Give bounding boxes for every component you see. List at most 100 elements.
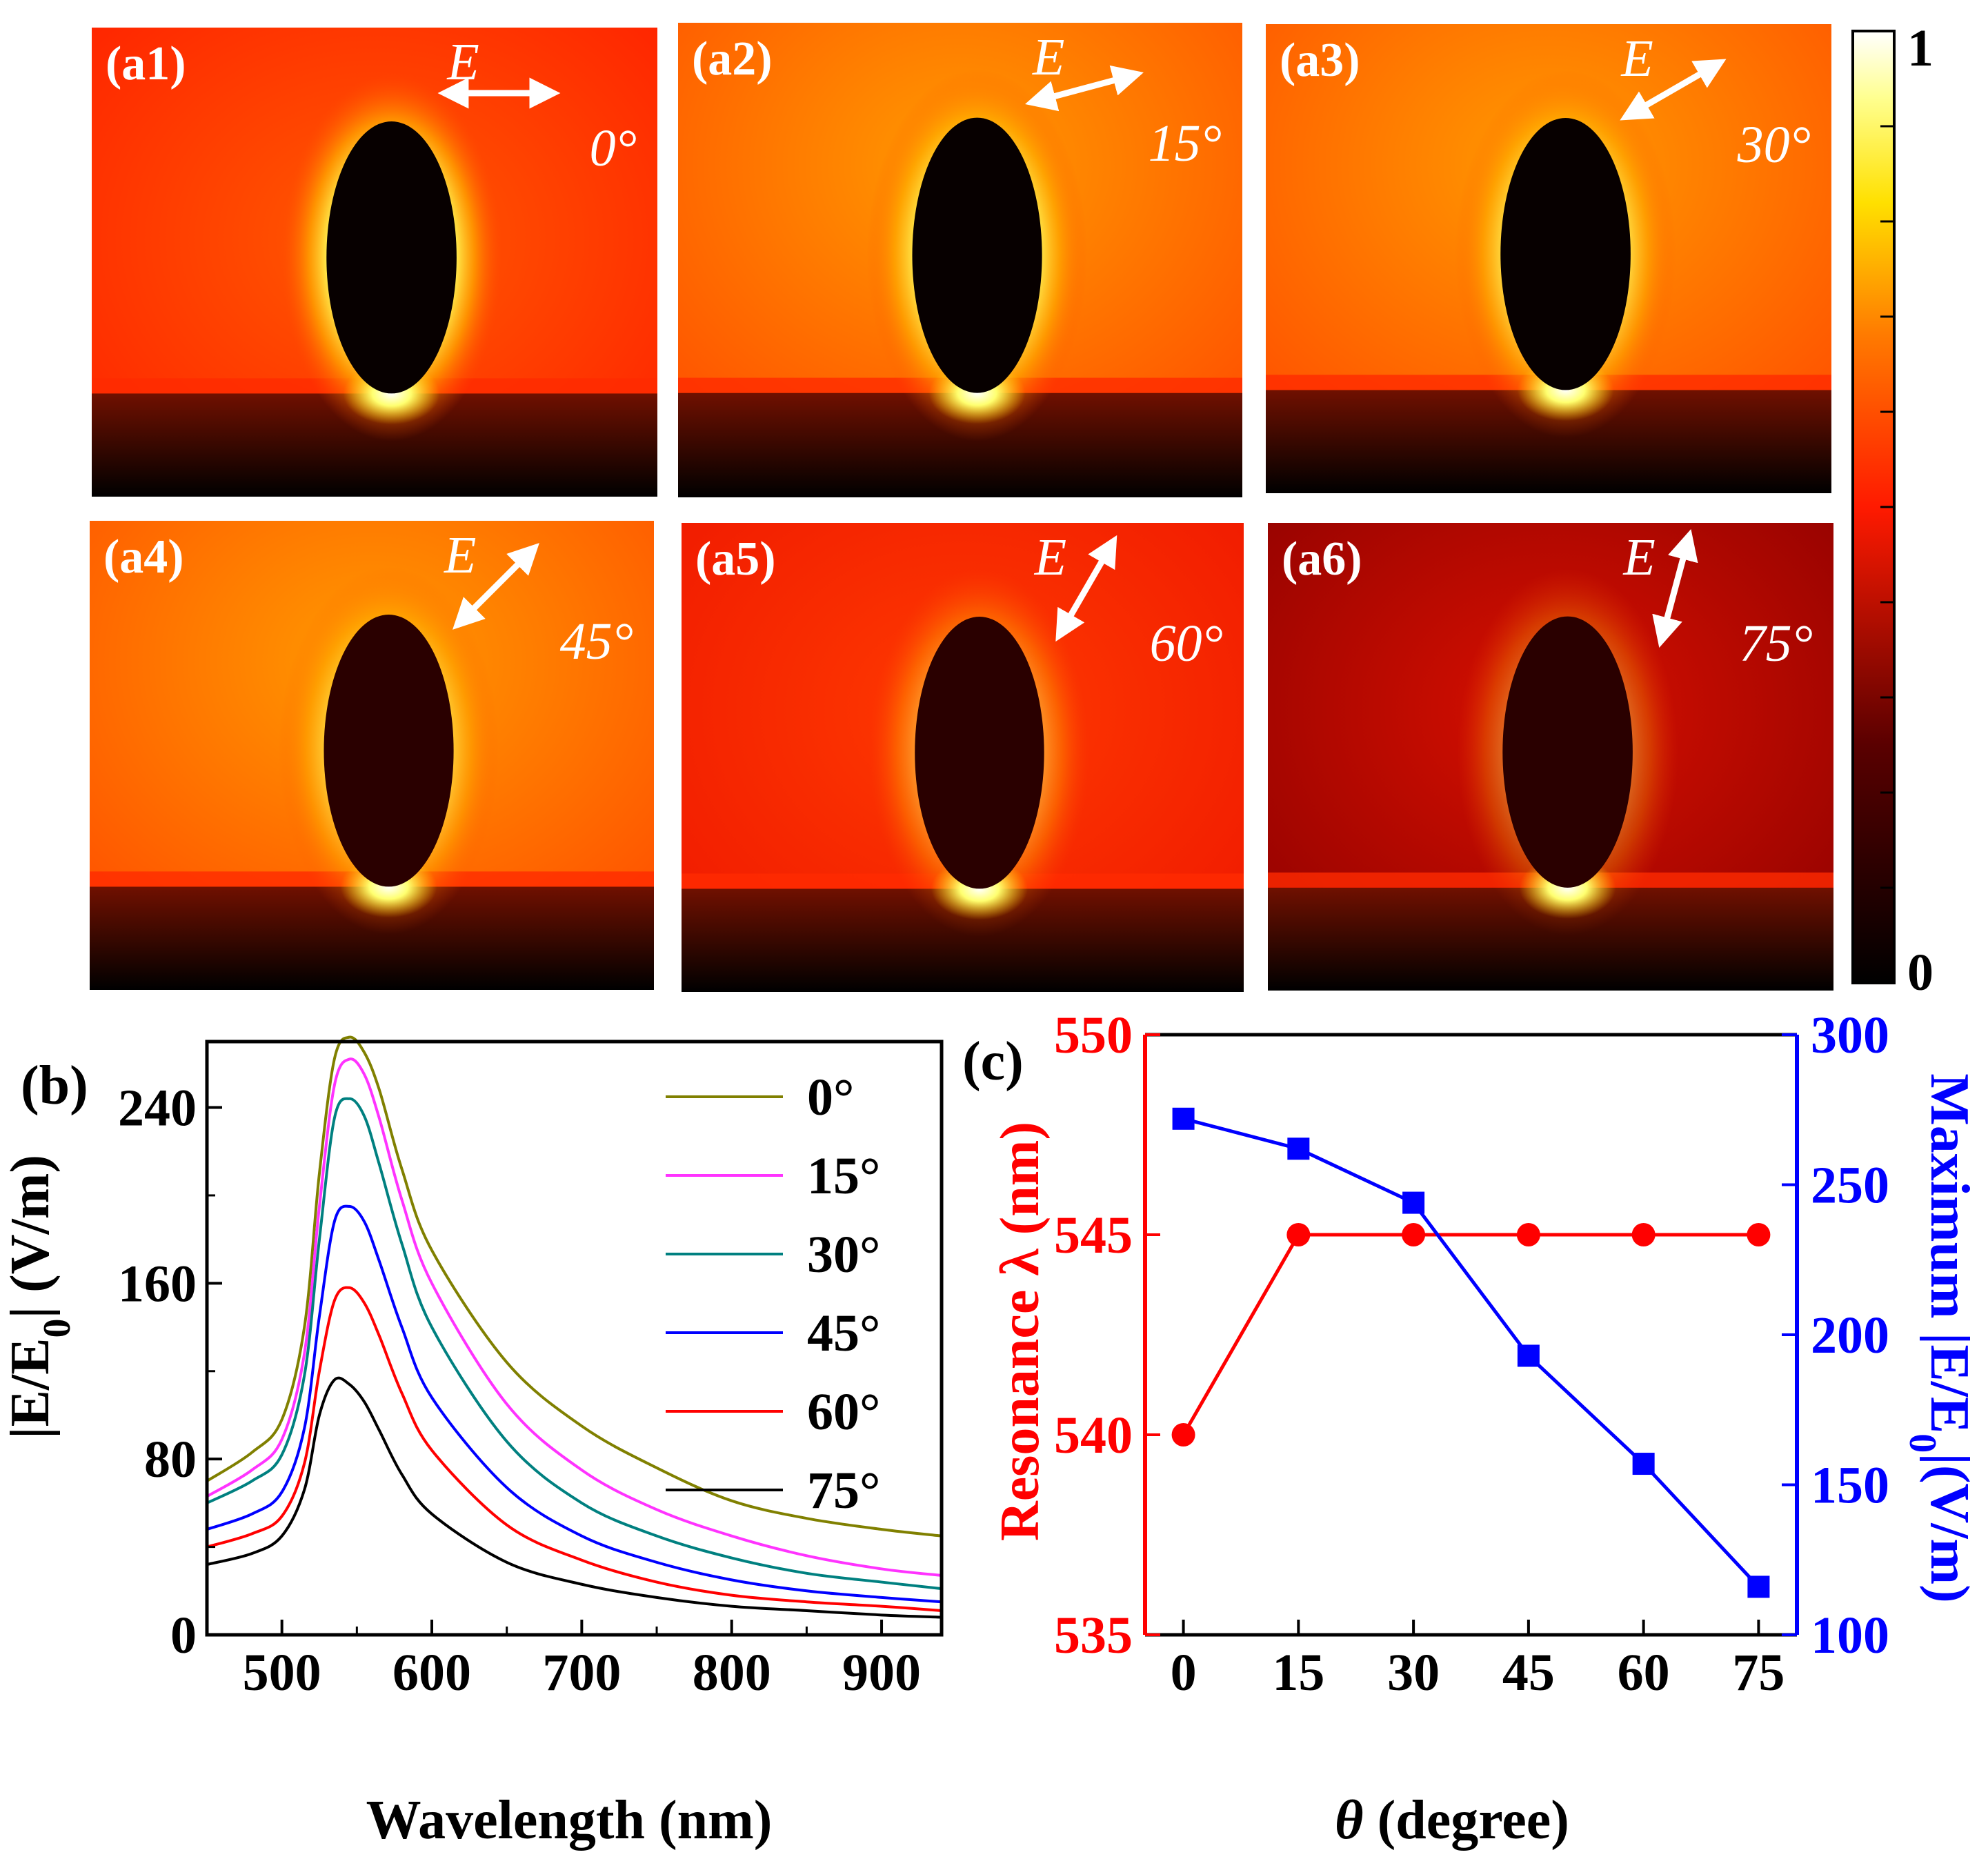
nanoparticle bbox=[915, 616, 1044, 889]
max-field-point bbox=[1517, 1344, 1540, 1367]
resonance-point bbox=[1747, 1223, 1771, 1246]
y-tick-label: 80 bbox=[144, 1431, 197, 1489]
max-field-point bbox=[1172, 1107, 1195, 1130]
chart-c-panel-label: (c) bbox=[962, 1031, 1024, 1092]
x-tick-label: 60 bbox=[1618, 1644, 1670, 1702]
max-field-point bbox=[1747, 1575, 1770, 1598]
right-y-tick-label: 150 bbox=[1811, 1457, 1889, 1515]
nanoparticle bbox=[912, 117, 1042, 393]
field-panel-label: (a3) bbox=[1280, 34, 1360, 87]
series-line bbox=[206, 1286, 942, 1612]
x-tick-label: 75 bbox=[1732, 1644, 1785, 1702]
chart-b-y-axis-label: |E/E0| (V/m) bbox=[0, 1155, 79, 1439]
series-line bbox=[206, 1057, 942, 1577]
chart-b-series bbox=[206, 1035, 942, 1619]
colorbar-max-label: 1 bbox=[1907, 19, 1934, 77]
chart-b-frame bbox=[205, 1040, 944, 1637]
field-e-label: E bbox=[1032, 28, 1064, 86]
nanoparticle bbox=[1502, 616, 1633, 888]
series-line bbox=[206, 1204, 942, 1604]
left-y-tick-label: 535 bbox=[1054, 1607, 1133, 1664]
right-y-tick-label: 100 bbox=[1811, 1607, 1889, 1664]
field-angle-label: 75° bbox=[1740, 615, 1813, 673]
chart-b-panel-label: (b) bbox=[21, 1055, 88, 1116]
field-map-panels: (a1) E0°(a2) E15°(a3) E30°(a4) E45°(a5) E60°(… bbox=[90, 23, 1833, 992]
field-angle-label: 60° bbox=[1150, 615, 1223, 673]
field-panel-label: (a6) bbox=[1282, 533, 1362, 586]
resonance-point bbox=[1631, 1223, 1656, 1246]
y-tick-label: 0 bbox=[170, 1607, 197, 1664]
field-panel-label: (a5) bbox=[695, 533, 776, 586]
chart-b-x-axis-label: Wavelength (nm) bbox=[366, 1790, 773, 1851]
chart-c-left-axis-label: Resonance λ (nm) bbox=[990, 1122, 1051, 1541]
field-panel: (a5) E 60° bbox=[682, 523, 1244, 992]
nanoparticle bbox=[326, 121, 457, 394]
field-angle-label: 45° bbox=[560, 613, 633, 670]
field-panel: (a1) E 0° bbox=[92, 28, 657, 497]
right-y-tick-label: 300 bbox=[1811, 1006, 1889, 1064]
x-tick-label: 30 bbox=[1387, 1644, 1440, 1702]
chart-c: (c) 0 15 30 45 60 75 535 540 545 550 100 150 200 250 3… bbox=[962, 1006, 1980, 1851]
field-angle-label: 0° bbox=[590, 119, 637, 177]
chart-c-x-axis-label: θ (degree) bbox=[1335, 1790, 1569, 1851]
field-e-label: E bbox=[446, 33, 479, 91]
right-y-tick-label: 250 bbox=[1811, 1157, 1889, 1215]
polarization-arrow bbox=[453, 543, 539, 630]
field-angle-label: 30° bbox=[1737, 116, 1811, 174]
nanoparticle bbox=[324, 614, 454, 887]
x-tick-label: 0 bbox=[1171, 1644, 1197, 1702]
x-tick-label: 900 bbox=[842, 1644, 921, 1702]
field-panel-label: (a1) bbox=[106, 37, 186, 90]
resonance-line bbox=[1182, 1233, 1759, 1436]
field-e-label: E bbox=[1034, 528, 1066, 586]
x-tick-label: 700 bbox=[542, 1644, 621, 1702]
series-line bbox=[206, 1097, 942, 1591]
y-tick-label: 240 bbox=[118, 1080, 197, 1137]
max-field-point bbox=[1402, 1191, 1425, 1214]
series-line bbox=[206, 1035, 942, 1538]
left-y-tick-label: 540 bbox=[1054, 1406, 1133, 1464]
polarization-arrow bbox=[1024, 65, 1144, 112]
legend-entry: 0° bbox=[807, 1068, 854, 1126]
legend-entry: 60° bbox=[807, 1383, 880, 1441]
field-panel: (a2) E 15° bbox=[678, 23, 1242, 497]
field-e-label: E bbox=[1622, 528, 1655, 586]
polarization-arrow bbox=[1652, 529, 1698, 648]
x-tick-label: 600 bbox=[392, 1644, 471, 1702]
chart-b: (b) 500 600 700 800 900 0 80 160 240 0° 15° 30° 45°… bbox=[0, 1035, 944, 1851]
max-field-line bbox=[1182, 1117, 1760, 1589]
max-field-point bbox=[1632, 1453, 1655, 1475]
chart-c-right-axis-label: Maximum |E/E0|(V/m) bbox=[1901, 1073, 1980, 1603]
x-tick-label: 45 bbox=[1502, 1644, 1555, 1702]
colorbar-min-label: 0 bbox=[1907, 944, 1934, 1002]
field-e-label: E bbox=[444, 526, 476, 584]
resonance-point bbox=[1171, 1423, 1195, 1447]
series-line bbox=[206, 1376, 942, 1619]
legend-entry: 15° bbox=[807, 1147, 880, 1205]
x-tick-label: 15 bbox=[1272, 1644, 1324, 1702]
polarization-arrow bbox=[1620, 59, 1727, 121]
legend-entry: 45° bbox=[807, 1304, 880, 1362]
left-y-tick-label: 545 bbox=[1054, 1206, 1133, 1264]
legend-entry: 75° bbox=[807, 1462, 880, 1520]
field-angle-label: 15° bbox=[1149, 115, 1222, 172]
resonance-point bbox=[1516, 1223, 1540, 1246]
x-tick-label: 800 bbox=[693, 1644, 771, 1702]
left-y-tick-label: 550 bbox=[1054, 1006, 1133, 1064]
polarization-arrow bbox=[1055, 535, 1117, 642]
max-field-point bbox=[1287, 1137, 1310, 1160]
resonance-point bbox=[1286, 1223, 1311, 1246]
field-e-label: E bbox=[1620, 30, 1653, 88]
resonance-point bbox=[1402, 1223, 1426, 1246]
field-panel-label: (a2) bbox=[692, 32, 773, 86]
right-y-tick-label: 200 bbox=[1811, 1306, 1889, 1364]
field-panel: (a4) E 45° bbox=[90, 521, 654, 990]
colorbar: 1 0 bbox=[1851, 19, 1934, 1002]
chart-b-legend: 0° 15° 30° 45° 60° 75° bbox=[666, 1068, 880, 1520]
x-tick-label: 500 bbox=[243, 1644, 321, 1702]
y-tick-label: 160 bbox=[118, 1255, 197, 1313]
legend-entry: 30° bbox=[807, 1226, 880, 1284]
field-panel: (a3) E 30° bbox=[1266, 24, 1831, 493]
field-panel: (a6) E 75° bbox=[1268, 523, 1833, 991]
nanoparticle bbox=[1500, 118, 1631, 390]
